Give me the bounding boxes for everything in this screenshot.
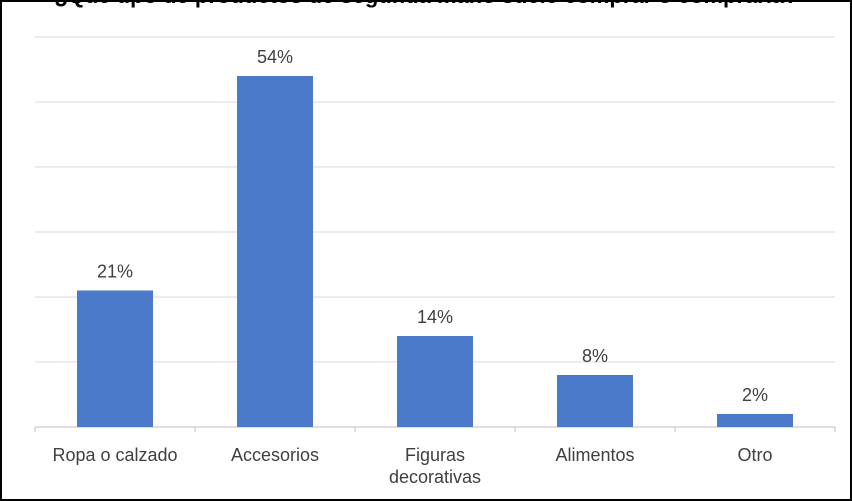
category-label-3: Alimentos (555, 445, 634, 465)
category-label-0: Ropa o calzado (52, 445, 177, 465)
category-labels: Ropa o calzado Accesorios Figuras decorativ… (52, 445, 772, 487)
data-label-2: 14% (417, 307, 453, 327)
bar-1 (237, 76, 313, 427)
category-label-line: Ropa o calzado (52, 445, 177, 465)
bar-2 (397, 336, 473, 427)
category-label-line: Otro (737, 445, 772, 465)
data-label-3: 8% (582, 346, 608, 366)
data-label-4: 2% (742, 385, 768, 405)
bars (77, 76, 793, 427)
category-label-4: Otro (737, 445, 772, 465)
data-labels: 21% 54% 14% 8% 2% (97, 47, 768, 405)
category-label-line: Figuras (405, 445, 465, 465)
category-label-line: decorativas (389, 467, 481, 487)
data-label-1: 54% (257, 47, 293, 67)
category-label-2: Figuras decorativas (389, 445, 481, 487)
bar-0 (77, 290, 153, 427)
data-label-0: 21% (97, 262, 133, 282)
chart-title: ¿Qué tipo de productos de segunda mano s… (0, 0, 852, 9)
bar-4 (717, 414, 793, 427)
category-label-1: Accesorios (231, 445, 319, 465)
category-label-line: Alimentos (555, 445, 634, 465)
category-label-line: Accesorios (231, 445, 319, 465)
bar-3 (557, 375, 633, 427)
